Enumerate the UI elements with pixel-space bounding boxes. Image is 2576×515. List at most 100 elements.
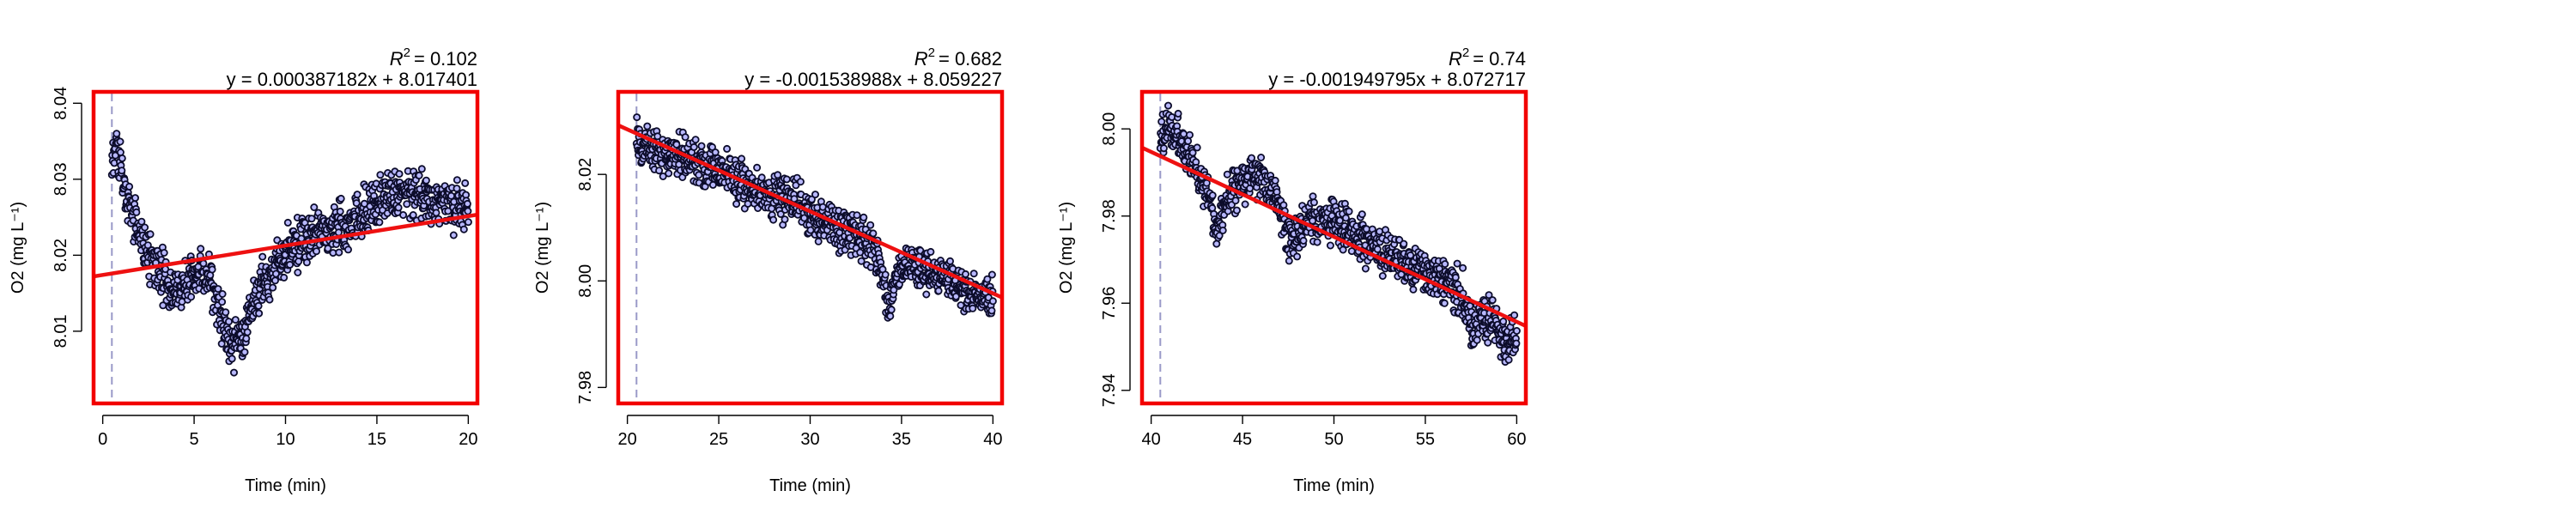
data-point bbox=[1313, 238, 1321, 246]
y-axis-label: O2 (mg L⁻¹) bbox=[9, 202, 27, 294]
data-point bbox=[1326, 241, 1334, 250]
data-point bbox=[659, 172, 667, 180]
x-tick-label: 55 bbox=[1416, 430, 1435, 449]
data-point bbox=[449, 231, 458, 239]
y-tick-label: 7.96 bbox=[1100, 287, 1119, 320]
data-point bbox=[415, 171, 423, 179]
data-point bbox=[732, 200, 741, 209]
data-point bbox=[258, 252, 267, 261]
data-point bbox=[927, 247, 935, 256]
data-point bbox=[665, 169, 673, 178]
data-point bbox=[796, 178, 805, 186]
data-point bbox=[464, 207, 472, 215]
y-tick-label: 8.01 bbox=[52, 314, 70, 348]
data-point bbox=[1459, 264, 1467, 272]
data-point bbox=[1409, 285, 1418, 294]
data-point bbox=[286, 260, 295, 269]
data-point bbox=[757, 173, 766, 182]
data-point bbox=[302, 258, 311, 267]
data-point bbox=[1361, 264, 1370, 273]
data-point bbox=[1309, 198, 1318, 207]
y-tick-label: 8.04 bbox=[52, 87, 70, 120]
data-point bbox=[887, 306, 896, 314]
data-point bbox=[708, 180, 717, 189]
data-point bbox=[811, 191, 820, 199]
data-point bbox=[1285, 257, 1293, 265]
y-tick-label: 8.00 bbox=[576, 264, 595, 298]
r-squared-label: R2 = 0.682 bbox=[914, 45, 1002, 70]
data-point bbox=[118, 154, 126, 162]
plot-frame bbox=[1139, 89, 1528, 406]
data-point bbox=[116, 137, 125, 146]
data-point bbox=[131, 194, 139, 203]
data-point bbox=[409, 210, 417, 219]
data-point bbox=[1378, 271, 1387, 280]
data-point bbox=[723, 144, 732, 153]
data-point bbox=[399, 210, 408, 219]
data-point bbox=[376, 171, 385, 179]
data-point bbox=[242, 334, 251, 342]
plot-area bbox=[94, 94, 477, 402]
data-point bbox=[1223, 170, 1231, 179]
data-point bbox=[1373, 245, 1382, 253]
data-point bbox=[672, 140, 681, 148]
regression-line bbox=[94, 212, 477, 279]
data-point bbox=[1441, 260, 1449, 269]
data-point bbox=[946, 257, 955, 265]
chart-panel-2: 20 25 30 35 40 Time (min) 7.98 8.00 8.02 O2 (mg L… bbox=[533, 45, 1005, 495]
data-point bbox=[1180, 130, 1188, 138]
regression-line bbox=[618, 123, 1002, 300]
x-tick-label: 10 bbox=[276, 430, 295, 449]
x-tick-label: 50 bbox=[1324, 430, 1343, 449]
data-point bbox=[987, 270, 996, 279]
r-squared-label: R2 = 0.74 bbox=[1449, 45, 1526, 70]
data-point bbox=[461, 179, 470, 187]
data-point bbox=[146, 230, 155, 239]
data-point bbox=[310, 203, 319, 211]
data-point bbox=[1358, 210, 1366, 219]
data-point bbox=[453, 176, 461, 185]
data-point bbox=[265, 295, 274, 304]
x-tick-label: 60 bbox=[1507, 430, 1526, 449]
data-point bbox=[1453, 259, 1461, 268]
y-tick-label: 8.02 bbox=[52, 239, 70, 272]
data-point bbox=[283, 218, 292, 227]
x-tick-label: 25 bbox=[709, 430, 728, 449]
data-point bbox=[463, 199, 471, 208]
data-point bbox=[132, 208, 141, 216]
data-point bbox=[1212, 239, 1221, 248]
regression-equation: y = -0.001538988x + 8.059227 bbox=[744, 69, 1002, 90]
data-point bbox=[1299, 236, 1308, 245]
data-point bbox=[432, 209, 440, 217]
data-point bbox=[375, 218, 384, 227]
plot-frame bbox=[91, 89, 480, 406]
x-tick-label: 20 bbox=[459, 430, 477, 449]
data-point bbox=[1345, 207, 1353, 215]
data-point bbox=[934, 287, 943, 295]
data-point bbox=[229, 368, 238, 377]
data-point bbox=[1309, 192, 1317, 201]
data-point bbox=[753, 163, 762, 172]
data-point bbox=[1232, 206, 1241, 215]
data-point bbox=[343, 245, 352, 254]
data-point bbox=[336, 207, 344, 215]
data-point bbox=[1504, 355, 1513, 364]
data-point bbox=[1193, 143, 1201, 152]
data-point bbox=[806, 226, 815, 234]
data-point bbox=[394, 203, 403, 212]
data-point bbox=[866, 221, 875, 229]
x-tick-label: 40 bbox=[1142, 430, 1161, 449]
y-axis-label: O2 (mg L⁻¹) bbox=[533, 202, 552, 294]
data-point bbox=[1279, 201, 1288, 209]
data-point bbox=[1164, 101, 1173, 110]
plot-area bbox=[618, 94, 1002, 402]
data-point bbox=[1473, 336, 1481, 344]
data-point bbox=[681, 133, 690, 142]
y-tick-label: 7.98 bbox=[1100, 199, 1119, 233]
data-point bbox=[1400, 239, 1408, 248]
data-point bbox=[983, 275, 992, 283]
y-tick-label: 8.02 bbox=[576, 158, 595, 191]
x-tick-label: 35 bbox=[892, 430, 911, 449]
data-point bbox=[1271, 176, 1279, 185]
data-point bbox=[243, 328, 252, 336]
